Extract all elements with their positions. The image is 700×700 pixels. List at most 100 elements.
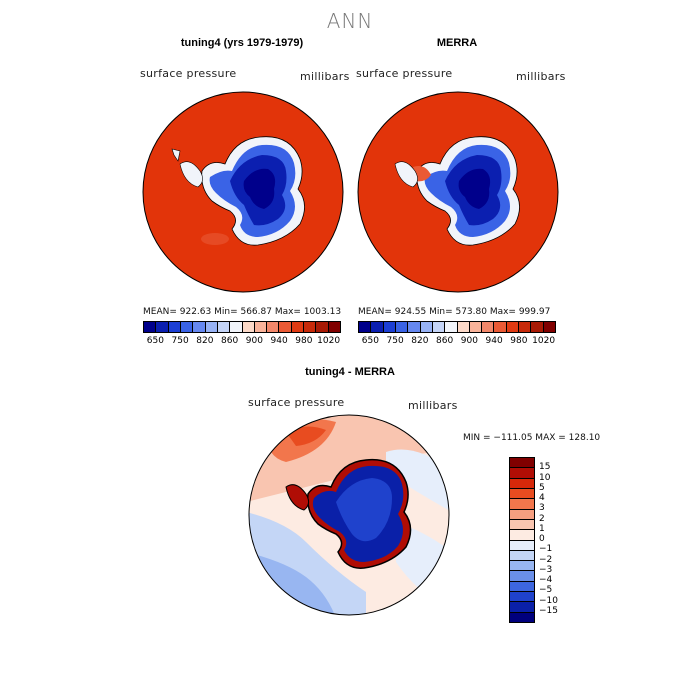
right-units-label: millibars xyxy=(516,70,566,83)
colorbar-tick-label: 2 xyxy=(539,513,545,524)
diff-field-label: surface pressure xyxy=(248,396,345,409)
colorbar-swatch xyxy=(510,581,534,593)
colorbar-tick-label: −10 xyxy=(539,595,558,606)
colorbar-swatch xyxy=(180,322,194,332)
colorbar-swatch xyxy=(506,322,520,332)
colorbar-swatch xyxy=(510,602,534,613)
left-colorbar-labels: 650 750 820 860 900 940 980 1020 xyxy=(143,333,341,346)
colorbar-tick-label: 980 xyxy=(295,336,313,346)
diff-units-label: millibars xyxy=(408,399,458,412)
colorbar-tick-label: 820 xyxy=(411,336,429,346)
colorbar-swatch xyxy=(156,322,169,332)
colorbar-tick-label: 0 xyxy=(539,534,545,544)
colorbar-swatch xyxy=(510,499,534,510)
left-field-label: surface pressure xyxy=(140,67,237,80)
colorbar-tick-label: 940 xyxy=(270,336,288,346)
colorbar-tick-label: −2 xyxy=(539,554,553,565)
colorbar-tick-label: 900 xyxy=(245,336,263,346)
colorbar-swatch xyxy=(510,612,534,622)
colorbar-tick-label: −4 xyxy=(539,575,553,585)
colorbar-tick-label: 860 xyxy=(436,336,454,346)
colorbar-swatch xyxy=(383,322,396,332)
colorbar-swatch xyxy=(205,322,218,332)
diff-colorbar xyxy=(509,457,535,623)
colorbar-swatch xyxy=(420,322,433,332)
colorbar-swatch xyxy=(432,322,446,332)
colorbar-swatch xyxy=(371,322,384,332)
colorbar-tick-label: 15 xyxy=(539,462,551,473)
colorbar-swatch xyxy=(510,592,534,603)
left-colorbar: 650 750 820 860 900 940 980 1020 xyxy=(143,321,341,346)
diff-panel-title: tuning4 - MERRA xyxy=(305,366,395,378)
left-panel-title: tuning4 (yrs 1979-1979) xyxy=(180,37,304,49)
colorbar-swatch xyxy=(291,322,305,332)
colorbar-swatch xyxy=(510,550,534,562)
colorbar-swatch xyxy=(217,322,231,332)
colorbar-swatch xyxy=(510,571,534,582)
right-stats: MEAN= 924.55 Min= 573.80 Max= 999.97 xyxy=(358,307,551,317)
right-field-label: surface pressure xyxy=(356,67,453,80)
colorbar-tick-label: 1 xyxy=(539,523,545,534)
diff-colorbar-labels: 15 10 5 4 3 2 1 0 −1 −2 −3 −4 −5 −10 −15 xyxy=(539,457,569,621)
colorbar-swatch xyxy=(254,322,268,332)
colorbar-swatch xyxy=(408,322,421,332)
colorbar-tick-label: 820 xyxy=(196,336,214,346)
left-units-label: millibars xyxy=(300,70,350,83)
colorbar-tick-label: 650 xyxy=(146,336,164,346)
right-polar-map xyxy=(357,91,559,293)
colorbar-swatch xyxy=(395,322,409,332)
colorbar-swatch xyxy=(445,322,458,332)
colorbar-swatch xyxy=(304,322,317,332)
left-polar-map xyxy=(142,91,344,293)
colorbar-swatch xyxy=(230,322,243,332)
colorbar-swatch xyxy=(242,322,255,332)
colorbar-tick-label: −1 xyxy=(539,544,553,555)
colorbar-swatch xyxy=(457,322,470,332)
diff-colorbar-swatches xyxy=(509,457,535,623)
colorbar-tick-label: 750 xyxy=(171,336,189,346)
colorbar-tick-label: 1020 xyxy=(532,336,556,346)
colorbar-tick-label: 650 xyxy=(361,336,379,346)
colorbar-tick-label: 4 xyxy=(539,493,545,503)
colorbar-swatch xyxy=(469,322,483,332)
colorbar-swatch xyxy=(510,530,534,541)
colorbar-swatch xyxy=(494,322,507,332)
colorbar-swatch xyxy=(482,322,495,332)
left-stats: MEAN= 922.63 Min= 566.87 Max= 1003.13 xyxy=(143,307,342,317)
colorbar-swatch xyxy=(531,322,544,332)
figure-title: ANN xyxy=(326,9,374,33)
colorbar-tick-label: 5 xyxy=(539,482,545,493)
colorbar-swatch xyxy=(510,478,534,489)
colorbar-swatch xyxy=(267,322,280,332)
colorbar-swatch xyxy=(510,561,534,572)
colorbar-swatch xyxy=(519,322,532,332)
colorbar-swatch xyxy=(543,322,555,332)
colorbar-swatch xyxy=(510,468,534,479)
colorbar-swatch xyxy=(316,322,329,332)
colorbar-swatch xyxy=(144,322,157,332)
colorbar-swatch xyxy=(510,540,534,551)
right-panel-title: MERRA xyxy=(436,37,478,49)
colorbar-tick-label: 750 xyxy=(386,336,404,346)
colorbar-swatch xyxy=(193,322,206,332)
colorbar-tick-label: 10 xyxy=(539,472,551,483)
colorbar-swatch xyxy=(279,322,292,332)
colorbar-swatch xyxy=(359,322,372,332)
diff-stats: MIN = −111.05 MAX = 128.10 xyxy=(463,433,601,443)
colorbar-swatch xyxy=(510,458,534,469)
colorbar-swatch xyxy=(168,322,181,332)
colorbar-tick-label: −3 xyxy=(539,564,553,575)
colorbar-swatch xyxy=(510,488,534,500)
colorbar-tick-label: 860 xyxy=(221,336,239,346)
colorbar-tick-label: 940 xyxy=(485,336,503,346)
diff-polar-map xyxy=(248,414,450,616)
colorbar-swatch xyxy=(510,519,534,531)
colorbar-tick-label: 3 xyxy=(539,503,545,514)
right-colorbar-labels: 650 750 820 860 900 940 980 1020 xyxy=(358,333,556,346)
colorbar-swatch xyxy=(510,509,534,520)
colorbar-tick-label: −5 xyxy=(539,585,553,596)
left-colorbar-swatches xyxy=(143,321,341,333)
right-colorbar: 650 750 820 860 900 940 980 1020 xyxy=(358,321,556,346)
colorbar-tick-label: 1020 xyxy=(317,336,341,346)
colorbar-swatch xyxy=(328,322,340,332)
